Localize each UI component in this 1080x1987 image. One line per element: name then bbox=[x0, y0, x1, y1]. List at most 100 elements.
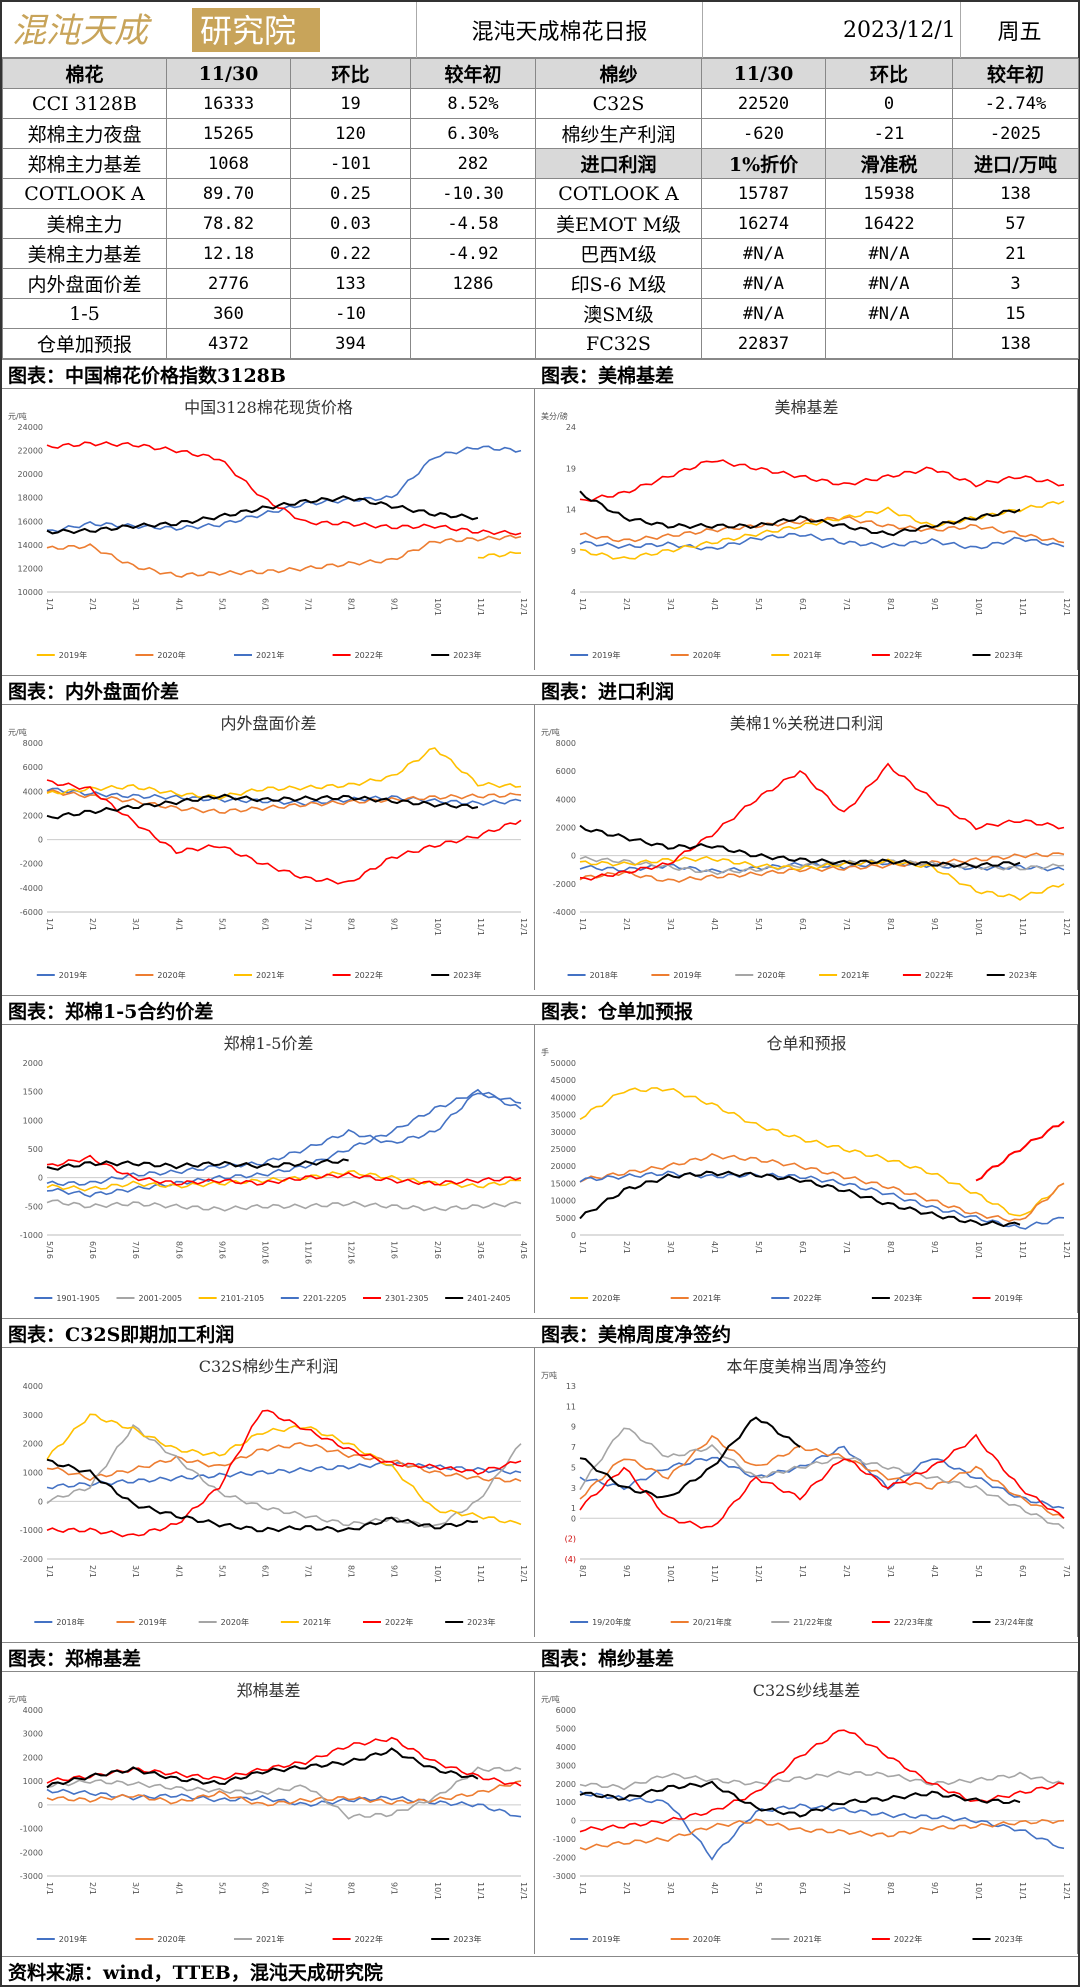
y-axis-unit: 元/吨 bbox=[8, 727, 27, 737]
x-tick-label: 12/1 bbox=[519, 598, 528, 616]
chart-section-title: 图表：内外盘面价差 bbox=[2, 675, 535, 705]
y-tick-label: 30000 bbox=[551, 1128, 576, 1137]
x-tick-label: 10/1 bbox=[974, 918, 983, 936]
chart-section-title: 图表：美棉基差 bbox=[535, 359, 1078, 389]
y-tick-label: 6000 bbox=[556, 1706, 576, 1715]
x-tick-label: 8/1 bbox=[347, 598, 356, 611]
series-line bbox=[46, 1409, 522, 1538]
x-tick-label: 12/1 bbox=[754, 1565, 763, 1583]
y-tick-label: 14000 bbox=[18, 541, 43, 550]
chart-section-title: 图表：中国棉花价格指数3128B bbox=[2, 359, 535, 389]
x-tick-label: 6/1 bbox=[798, 918, 807, 931]
cotton-table-cell: 15265 bbox=[166, 118, 291, 149]
x-tick-label: 1/1 bbox=[578, 598, 587, 611]
x-tick-label: 6/1 bbox=[260, 1882, 269, 1895]
x-tick-label: 11/1 bbox=[710, 1565, 719, 1583]
series-line bbox=[579, 1770, 1065, 1791]
report-weekday: 周五 bbox=[960, 2, 1078, 58]
import-header-cell: 进口利润 bbox=[535, 148, 702, 179]
chart-section-title: 图表：郑棉基差 bbox=[2, 1642, 535, 1672]
company-logo: 混沌天成 研究院 bbox=[12, 8, 320, 52]
legend-label: 2023年 bbox=[453, 970, 481, 980]
legend-label: 2020年 bbox=[592, 1293, 620, 1303]
series-line bbox=[579, 490, 1021, 537]
series-line bbox=[46, 1788, 522, 1818]
import-profit-cell: #N/A bbox=[701, 238, 826, 269]
x-tick-label: 4/1 bbox=[174, 918, 183, 931]
legend-label: 2021年 bbox=[841, 970, 869, 980]
y-tick-label: 1000 bbox=[23, 1777, 43, 1786]
y-tick-label: -4000 bbox=[553, 908, 576, 917]
legend-label: 2021年 bbox=[793, 650, 821, 660]
x-tick-label: 5/16 bbox=[45, 1241, 54, 1259]
cotton-table-cell: 0.03 bbox=[290, 208, 411, 239]
series-line bbox=[46, 1461, 522, 1490]
y-tick-label: 0 bbox=[38, 836, 43, 845]
cotton-table-cell: 0.22 bbox=[290, 238, 411, 269]
x-tick-label: 5/1 bbox=[217, 918, 226, 931]
y-tick-label: -1000 bbox=[20, 1231, 43, 1240]
x-tick-label: 9/1 bbox=[390, 598, 399, 611]
x-tick-label: 11/1 bbox=[1018, 918, 1027, 936]
yarn-table-cell: 棉纱生产利润 bbox=[535, 118, 702, 149]
y-tick-label: 50000 bbox=[551, 1059, 576, 1068]
import-profit-row: 巴西M级 #N/A #N/A 21 bbox=[535, 238, 1079, 269]
y-tick-label: 2000 bbox=[23, 1059, 43, 1068]
x-tick-label: 7/1 bbox=[304, 598, 313, 611]
y-tick-label: -2000 bbox=[553, 1854, 576, 1863]
y-tick-label: 0 bbox=[38, 1801, 43, 1810]
x-tick-label: 10/16 bbox=[260, 1241, 269, 1264]
import-profit-row: 美EMOT M级 16274 16422 57 bbox=[535, 208, 1079, 239]
x-tick-label: 4/1 bbox=[174, 1565, 183, 1578]
series-line bbox=[46, 1458, 478, 1533]
import-profit-header: 进口利润 1%折价 滑准税 进口/万吨 bbox=[535, 148, 1079, 179]
y-tick-label: 10000 bbox=[18, 588, 43, 597]
x-tick-label: 9/1 bbox=[390, 1565, 399, 1578]
series-line bbox=[46, 1091, 522, 1187]
chart-title: 内外盘面价差 bbox=[220, 714, 316, 733]
y-tick-label: -1000 bbox=[20, 1526, 43, 1535]
cotton-table-cell: 仓单加预报 bbox=[2, 328, 167, 359]
x-tick-label: 12/1 bbox=[519, 1882, 528, 1900]
chart-panel: 仓单和预报手 0 5000 10000 15000 20000 25000 30000 3500… bbox=[535, 1025, 1078, 1313]
import-profit-cell: COTLOOK A bbox=[535, 178, 702, 209]
x-tick-label: 6/1 bbox=[1018, 1565, 1027, 1578]
y-tick-label: 2000 bbox=[23, 1753, 43, 1762]
x-tick-label: 11/1 bbox=[1018, 598, 1027, 616]
cotton-table-cell: 美棉主力 bbox=[2, 208, 167, 239]
x-tick-label: 2/1 bbox=[88, 1565, 97, 1578]
x-tick-label: 8/1 bbox=[886, 598, 895, 611]
cotton-table-row: 郑棉主力基差 1068 -101 282 bbox=[2, 148, 536, 179]
x-tick-label: 6/1 bbox=[798, 1241, 807, 1254]
series-line bbox=[46, 779, 522, 885]
x-tick-label: 9/1 bbox=[930, 1241, 939, 1254]
x-tick-label: 10/1 bbox=[433, 1565, 442, 1583]
x-tick-label: 8/1 bbox=[347, 918, 356, 931]
chart-panel: C32S纱线基差 元/吨 -3000 -2000 -1000 0 1000 2000 3000 4… bbox=[535, 1672, 1078, 1954]
x-tick-label: 2/1 bbox=[842, 1565, 851, 1578]
series-line bbox=[46, 1169, 522, 1192]
series-line bbox=[975, 1120, 1065, 1182]
x-tick-label: 12/1 bbox=[1062, 918, 1071, 936]
y-tick-label: 3000 bbox=[556, 1761, 576, 1770]
cotton-table-cell: 郑棉主力基差 bbox=[2, 148, 167, 179]
legend-label: 2022年 bbox=[385, 1617, 413, 1627]
legend-label: 2023年 bbox=[994, 1934, 1022, 1944]
y-tick-label: 500 bbox=[28, 1145, 43, 1154]
import-profit-cell: #N/A bbox=[825, 238, 953, 269]
y-tick-label: 3000 bbox=[23, 1730, 43, 1739]
series-line bbox=[46, 445, 522, 533]
x-tick-label: 11/1 bbox=[1018, 1882, 1027, 1900]
import-profit-cell: 澳SM级 bbox=[535, 298, 702, 329]
x-tick-label: 3/1 bbox=[666, 1882, 675, 1895]
y-tick-label: 1 bbox=[571, 1504, 576, 1513]
series-line bbox=[579, 1780, 1021, 1818]
import-profit-cell: 16274 bbox=[701, 208, 826, 239]
y-axis-unit: 元/吨 bbox=[8, 411, 27, 421]
cotton-table-cell: 16333 bbox=[166, 88, 291, 119]
cotton-header-cell: 较年初 bbox=[410, 58, 536, 89]
y-tick-label: 4000 bbox=[556, 795, 576, 804]
x-tick-label: 3/1 bbox=[666, 1241, 675, 1254]
x-tick-label: 5/1 bbox=[217, 598, 226, 611]
